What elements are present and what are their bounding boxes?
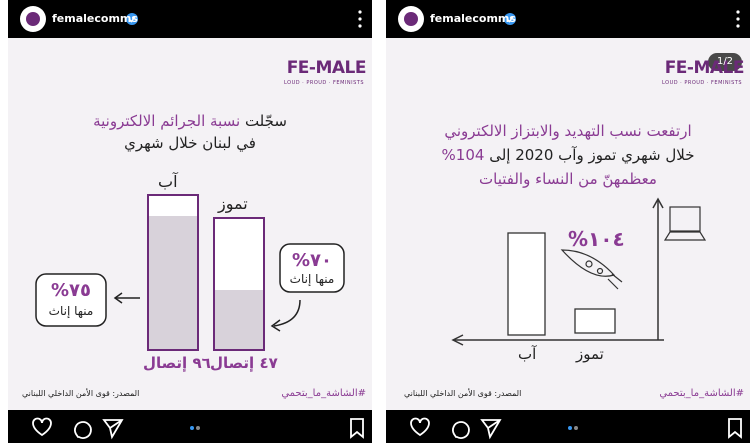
bar-fill bbox=[215, 290, 263, 349]
title-line: ارتفعت نسب التهديد والابتزاز الالكتروني bbox=[386, 122, 750, 140]
month-label: آب bbox=[158, 172, 178, 191]
avatar-logo bbox=[404, 12, 418, 26]
note-text: منها إناث bbox=[280, 272, 344, 286]
count-label: ٩٦ إتصال bbox=[143, 354, 211, 372]
month-label: تموز bbox=[576, 345, 604, 363]
post: femalecomms FE-MALE LOUD · PROUD · FEMIN… bbox=[8, 0, 372, 443]
footer-bar bbox=[8, 410, 372, 443]
account-name[interactable]: femalecomms bbox=[52, 12, 138, 25]
source: المصدر: قوى الأمن الداخلي اللبناني bbox=[404, 389, 521, 398]
hashtag[interactable]: #الشاشة_ما_بتحمي bbox=[659, 388, 744, 399]
page-badge: 1/2 bbox=[708, 56, 742, 67]
more-options[interactable] bbox=[736, 10, 739, 27]
footer-bar bbox=[386, 410, 750, 443]
title-text: خلال شهري تموز وآب 2020 إلى bbox=[489, 146, 694, 164]
title-line: معظمهنّ من النساء والفتيات bbox=[386, 170, 750, 188]
count-label: ٤٧ إتصال bbox=[210, 354, 278, 372]
title-text: 104% bbox=[442, 146, 485, 164]
month-label: آب bbox=[518, 345, 536, 363]
title-line: خلال شهري تموز وآب 2020 إلى 104% bbox=[386, 146, 750, 164]
month-label: تموز bbox=[218, 194, 248, 213]
laptop-doodle bbox=[665, 207, 705, 240]
title-text: سجّلت bbox=[245, 112, 287, 130]
title-line: في لبنان خلال شهري bbox=[8, 134, 372, 152]
note-percent: ٧٥% bbox=[36, 280, 106, 301]
bar-outline bbox=[575, 309, 615, 333]
note-text: منها إناث bbox=[36, 304, 106, 318]
bar-fill bbox=[149, 216, 197, 349]
source: المصدر: قوى الأمن الداخلي اللبناني bbox=[22, 389, 139, 398]
bar-outline bbox=[508, 233, 545, 335]
title-line: سجّلت نسبة الجرائم الالكترونية bbox=[8, 112, 372, 130]
more-options[interactable] bbox=[358, 10, 361, 27]
logo-tagline: LOUD · PROUD · FEMINISTS bbox=[662, 80, 742, 86]
note-percent: ٧٠% bbox=[280, 250, 344, 271]
account-name[interactable]: femalecomms bbox=[430, 12, 516, 25]
post: femalecomms FE-MALE LOUD · PROUD · FEMIN… bbox=[386, 0, 750, 443]
avatar-logo bbox=[26, 12, 40, 26]
rocket-doodle bbox=[562, 250, 622, 289]
increase-label: ١٠٤% bbox=[568, 227, 625, 251]
logo-tagline: LOUD · PROUD · FEMINISTS bbox=[284, 80, 364, 86]
logo: FE-MALE bbox=[287, 58, 366, 78]
page: femalecomms FE-MALE LOUD · PROUD · FEMIN… bbox=[0, 0, 754, 443]
hashtag[interactable]: #الشاشة_ما_بتحمي bbox=[281, 388, 366, 399]
title-text: نسبة الجرائم الالكترونية bbox=[93, 112, 240, 130]
